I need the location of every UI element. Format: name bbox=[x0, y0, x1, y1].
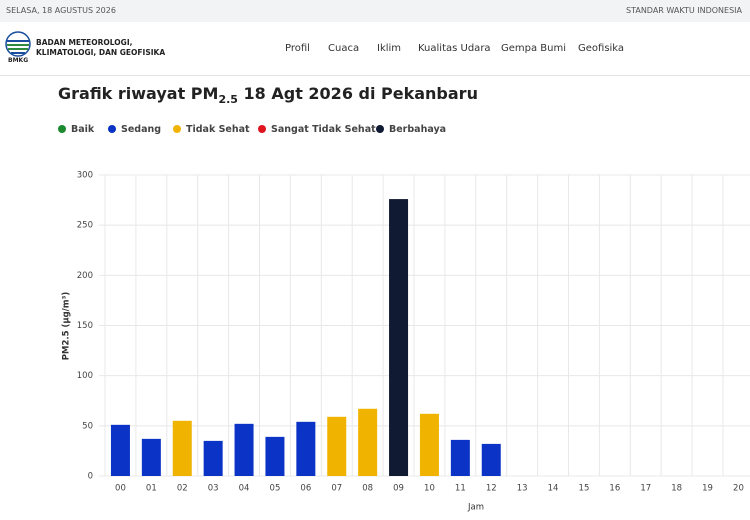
logo bbox=[5, 31, 31, 57]
legend-label: Berbahaya bbox=[389, 124, 447, 135]
date: SELASA, 18 AGUSTUS 2026 bbox=[6, 6, 116, 15]
x-tick-label: 19 bbox=[702, 484, 713, 494]
bar bbox=[141, 438, 161, 476]
bar bbox=[296, 421, 316, 476]
x-tick-label: 06 bbox=[300, 484, 311, 494]
nav-item[interactable]: Geofisika bbox=[578, 43, 625, 54]
nav-item[interactable]: Gempa Bumi bbox=[501, 43, 567, 54]
legend-swatch bbox=[58, 125, 66, 133]
legend-label: Sangat Tidak Sehat bbox=[271, 124, 376, 135]
top-bar: SELASA, 18 AGUSTUS 2026 STANDAR WAKTU IN… bbox=[0, 0, 750, 22]
x-tick-label: 17 bbox=[640, 484, 651, 494]
x-tick-label: 04 bbox=[239, 484, 250, 494]
y-tick-label: 200 bbox=[77, 271, 93, 281]
x-tick-label: 03 bbox=[208, 484, 219, 494]
x-tick-label: 11 bbox=[455, 484, 466, 494]
bar bbox=[172, 420, 192, 476]
x-tick-label: 02 bbox=[177, 484, 188, 494]
x-tick-label: 16 bbox=[609, 484, 620, 494]
bar bbox=[203, 440, 223, 476]
legend-label: Sedang bbox=[121, 124, 162, 135]
legend-swatch bbox=[108, 125, 116, 133]
nav-item[interactable]: Cuaca bbox=[328, 43, 360, 54]
bar bbox=[450, 439, 470, 476]
org-name: BADAN METEOROLOGI, KLIMATOLOGI, DAN GEOF… bbox=[36, 38, 166, 57]
x-tick-label: 09 bbox=[393, 484, 404, 494]
legend-item[interactable]: Sangat Tidak Sehat bbox=[258, 124, 376, 135]
bar bbox=[358, 408, 378, 476]
x-tick-label: 13 bbox=[517, 484, 528, 494]
x-tick-label: 01 bbox=[146, 484, 157, 494]
x-tick-label: 18 bbox=[671, 484, 682, 494]
x-tick-label: 05 bbox=[270, 484, 281, 494]
y-tick-label: 150 bbox=[77, 321, 93, 331]
legend-item[interactable]: Sedang bbox=[108, 124, 161, 135]
legend-label: Tidak Sehat bbox=[186, 124, 250, 135]
x-tick-label: 10 bbox=[424, 484, 435, 494]
bar bbox=[327, 416, 347, 476]
timezone: STANDAR WAKTU INDONESIA bbox=[626, 6, 742, 15]
x-axis-label: Jam bbox=[467, 503, 484, 513]
nav-item[interactable]: Iklim bbox=[377, 43, 402, 54]
legend-swatch bbox=[173, 125, 181, 133]
x-tick-label: 08 bbox=[362, 484, 373, 494]
x-tick-label: 00 bbox=[115, 484, 126, 494]
chart-title: Grafik riwayat PM2.5 18 Agt 2026 di Peka… bbox=[58, 84, 478, 106]
bar bbox=[419, 413, 439, 476]
legend-swatch bbox=[258, 125, 266, 133]
y-tick-label: 100 bbox=[77, 371, 93, 381]
x-tick-label: 07 bbox=[331, 484, 342, 494]
y-tick-label: 300 bbox=[77, 171, 93, 181]
x-tick-label: 12 bbox=[486, 484, 497, 494]
legend-item[interactable]: Tidak Sehat bbox=[173, 124, 250, 135]
nav-item[interactable]: Kualitas Udara bbox=[418, 43, 491, 54]
header: BMKG BADAN METEOROLOGI, KLIMATOLOGI, DAN… bbox=[0, 22, 750, 76]
title-part: Grafik riwayat PM bbox=[58, 84, 219, 103]
y-tick-label: 0 bbox=[88, 472, 93, 482]
y-axis-label: PM2.5 (µg/m³) bbox=[62, 292, 72, 361]
bar bbox=[389, 199, 409, 476]
bar bbox=[265, 436, 285, 476]
legend-item[interactable]: Berbahaya bbox=[376, 124, 446, 135]
title-part: 18 Agt 2026 di Pekanbaru bbox=[237, 84, 478, 103]
legend-label: Baik bbox=[71, 124, 95, 135]
x-tick-label: 15 bbox=[579, 484, 590, 494]
nav-item[interactable]: Profil bbox=[285, 43, 310, 54]
bar bbox=[110, 424, 130, 476]
x-tick-label: 14 bbox=[548, 484, 559, 494]
bar bbox=[234, 423, 254, 476]
bar bbox=[481, 443, 501, 476]
logo-text: BMKG bbox=[8, 57, 29, 64]
y-tick-label: 50 bbox=[82, 421, 93, 431]
x-tick-label: 20 bbox=[733, 484, 744, 494]
y-tick-label: 250 bbox=[77, 221, 93, 231]
title-subscript: 2.5 bbox=[218, 93, 238, 107]
legend-item[interactable]: Baik bbox=[58, 124, 94, 135]
legend-swatch bbox=[376, 125, 384, 133]
